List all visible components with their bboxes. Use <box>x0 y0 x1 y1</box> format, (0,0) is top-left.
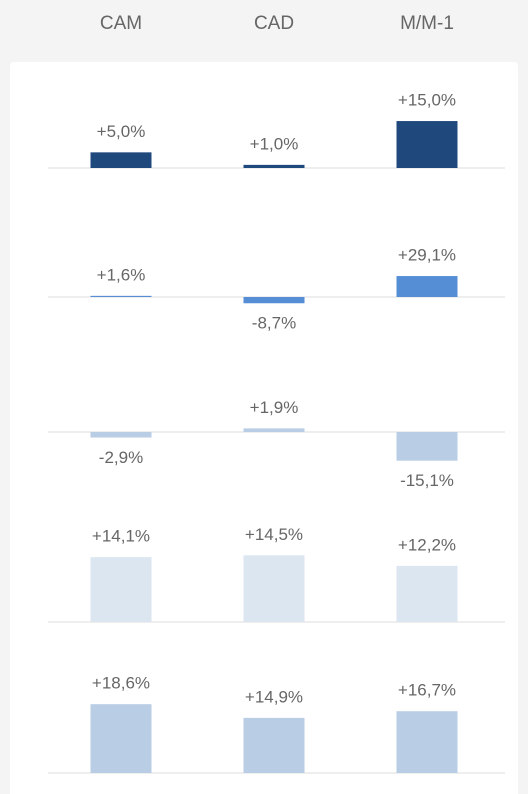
value-label: -15,1% <box>400 471 454 490</box>
bar <box>396 565 458 622</box>
value-label: +1,9% <box>250 398 299 417</box>
bar <box>90 557 152 622</box>
value-label: +14,1% <box>92 527 150 546</box>
value-label: +14,5% <box>245 525 303 544</box>
bar <box>243 297 305 304</box>
bar <box>243 717 305 773</box>
value-label: +14,9% <box>245 687 303 706</box>
column-header: M/M-1 <box>400 13 454 34</box>
bar <box>396 276 458 297</box>
value-label: +5,0% <box>97 122 146 141</box>
value-label: -8,7% <box>252 314 296 333</box>
bar <box>243 428 305 432</box>
bar <box>90 152 152 168</box>
bar <box>396 711 458 773</box>
bar <box>396 432 458 461</box>
column-header: CAD <box>254 13 294 34</box>
bar <box>243 555 305 622</box>
value-label: +12,2% <box>398 535 456 554</box>
bar <box>90 432 152 438</box>
bar <box>243 164 305 168</box>
value-label: +1,0% <box>250 134 299 153</box>
column-header: CAM <box>100 13 142 34</box>
value-label: +29,1% <box>398 246 456 265</box>
bar <box>90 295 152 297</box>
value-label: +15,0% <box>398 91 456 110</box>
value-label: +1,6% <box>97 265 146 284</box>
value-label: -2,9% <box>99 448 143 467</box>
value-label: +18,6% <box>92 674 150 693</box>
value-label: +16,7% <box>398 681 456 700</box>
bar <box>396 121 458 168</box>
bar <box>90 704 152 773</box>
